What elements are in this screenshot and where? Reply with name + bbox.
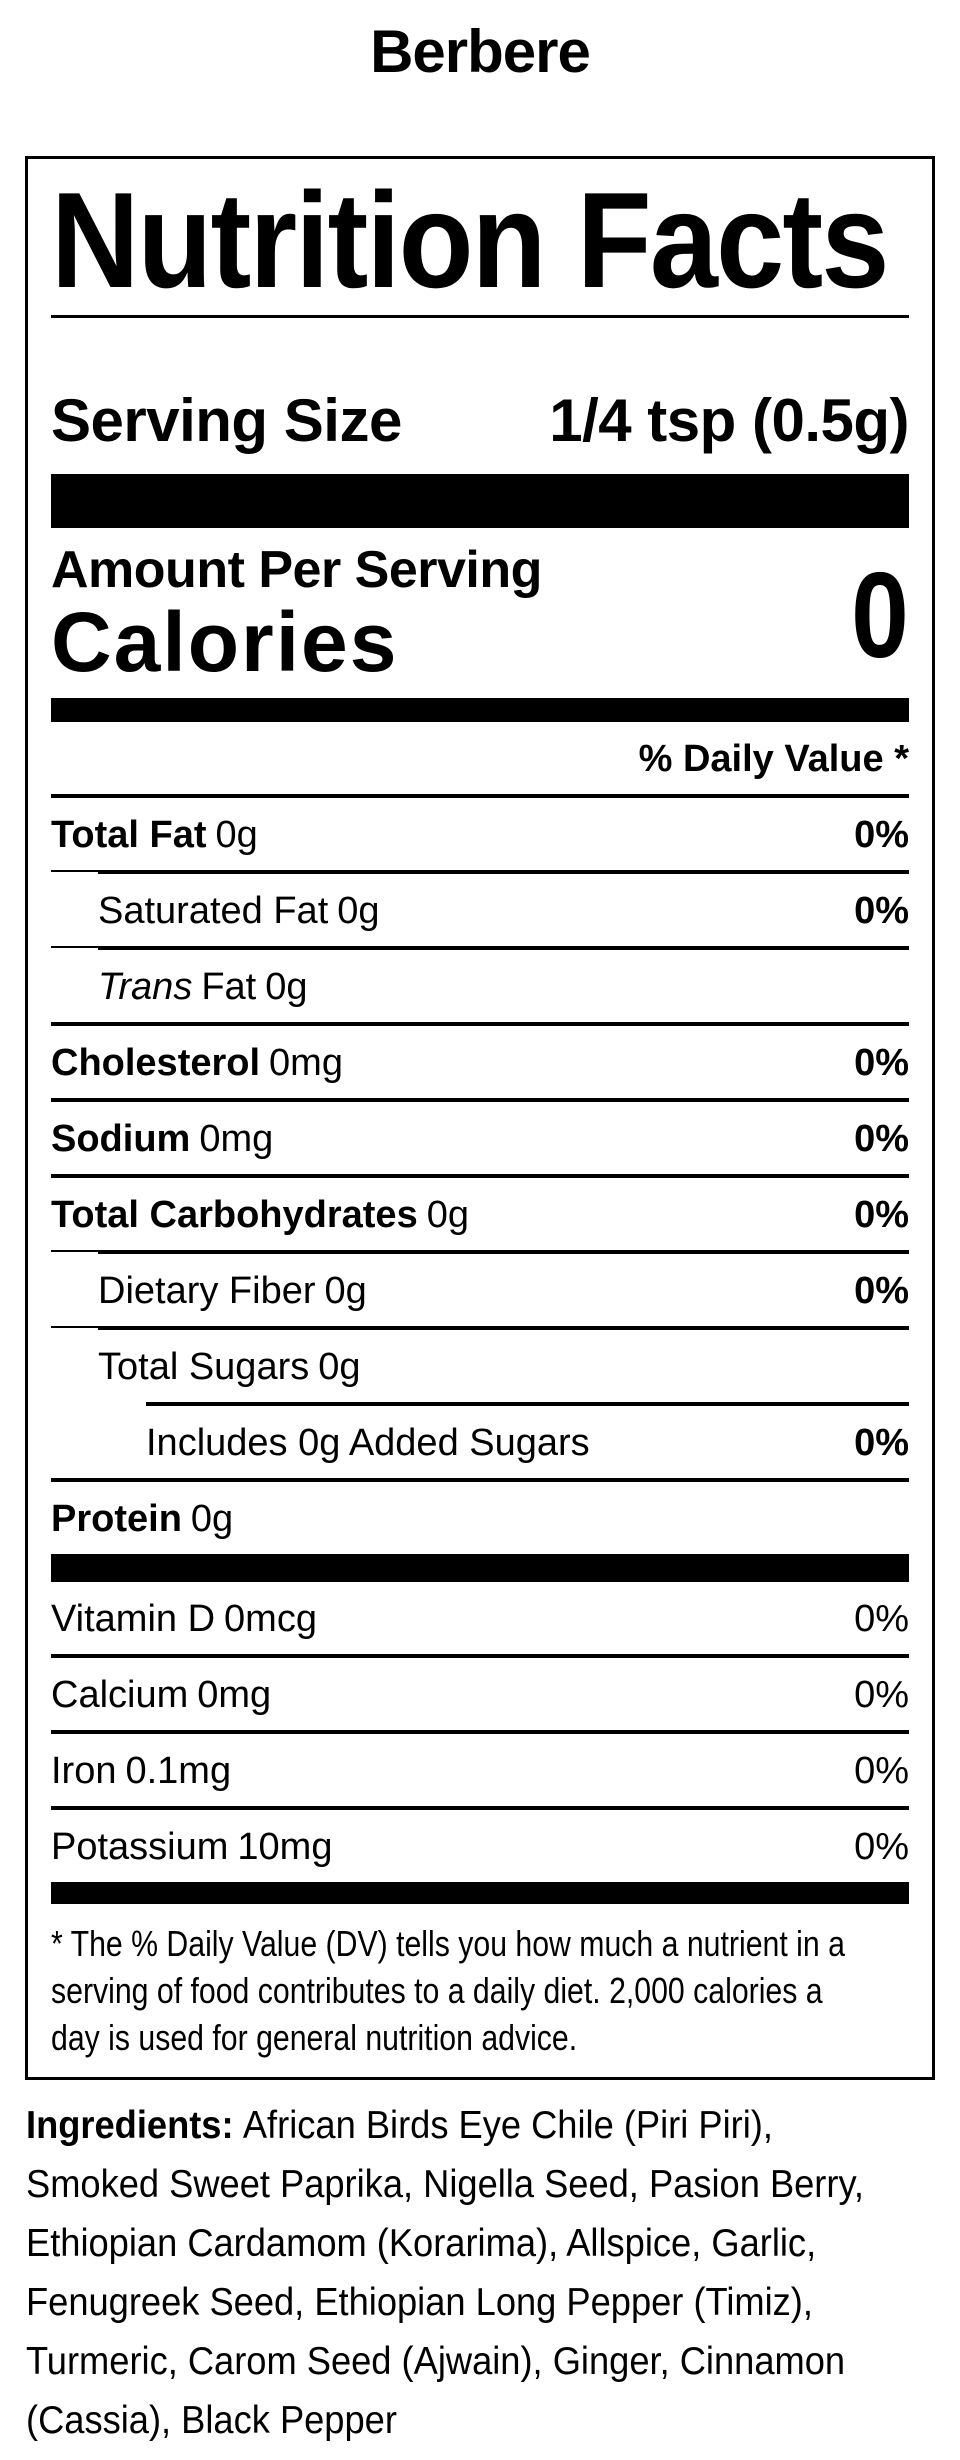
product-title: Berbere — [370, 18, 591, 85]
nutrient-name-and-amount: Total Sugars 0g — [98, 1346, 361, 1388]
divider — [51, 1174, 909, 1178]
nutrient-row-iron: Iron 0.1mg 0% — [51, 1734, 909, 1806]
nutrient-name-and-amount: Potassium 10mg — [51, 1826, 333, 1868]
nutrient-row-sodium: Sodium 0mg 0% — [51, 1102, 909, 1174]
nutrient-row-cholesterol: Cholesterol 0mg 0% — [51, 1026, 909, 1098]
footnote-line: * The % Daily Value (DV) tells you how m… — [51, 1923, 845, 1964]
daily-value: 0% — [854, 1422, 909, 1464]
divider — [51, 1098, 909, 1102]
nutrient-name-and-amount: Dietary Fiber 0g — [98, 1270, 367, 1312]
daily-value-footnote: * The % Daily Value (DV) tells you how m… — [51, 1920, 909, 2061]
thick-separator-bar-footnote — [51, 1882, 909, 1904]
daily-value-header: % Daily Value * — [638, 738, 909, 780]
divider — [51, 946, 909, 950]
nutrient-row-dietary-fiber: Dietary Fiber 0g 0% — [51, 1254, 909, 1326]
nutrient-name-and-amount: Total Carbohydrates 0g — [51, 1194, 469, 1236]
nutrient-name-and-amount: Total Fat 0g — [51, 814, 258, 856]
daily-value: 0% — [854, 1118, 909, 1160]
footnote-line: day is used for general nutrition advice… — [51, 2017, 578, 2058]
nutrient-name-and-amount: Includes 0g Added Sugars — [146, 1422, 590, 1464]
divider — [51, 1326, 909, 1330]
nutrient-row-total-sugars: Total Sugars 0g — [51, 1330, 909, 1402]
thick-separator-bar-protein — [51, 1554, 909, 1582]
ingredients-line: Ethiopian Cardamom (Korarima), Allspice,… — [26, 2222, 817, 2265]
nutrient-name-and-amount: Trans Fat 0g — [98, 966, 308, 1008]
nutrient-row-protein: Protein 0g — [51, 1482, 909, 1554]
nutrient-name-and-amount: Cholesterol 0mg — [51, 1042, 343, 1084]
serving-size-row: Serving Size 1/4 tsp (0.5g) — [51, 388, 909, 454]
divider — [51, 1022, 909, 1026]
nutrient-name-and-amount: Calcium 0mg — [51, 1674, 272, 1716]
nutrient-row-vitamin-d: Vitamin D 0mcg 0% — [51, 1582, 909, 1654]
divider — [51, 1250, 909, 1254]
nutrient-row-total-fat: Total Fat 0g 0% — [51, 798, 909, 870]
calories-section: Amount Per Serving Calories 0 — [51, 528, 909, 698]
divider — [51, 1478, 909, 1482]
daily-value: 0% — [854, 890, 909, 932]
calories-value: 0 — [851, 547, 909, 683]
divider — [51, 870, 909, 874]
amount-per-serving-label: Amount Per Serving — [51, 541, 542, 599]
nutrient-row-trans-fat: Trans Fat 0g — [51, 950, 909, 1022]
divider — [51, 1654, 909, 1658]
divider — [51, 1402, 909, 1406]
daily-value: 0% — [854, 814, 909, 856]
ingredients-label: Ingredients: — [26, 2104, 234, 2147]
daily-value: 0% — [854, 1826, 909, 1868]
ingredients-line: Turmeric, Carom Seed (Ajwain), Ginger, C… — [26, 2340, 846, 2383]
nutrient-row-added-sugars: Includes 0g Added Sugars 0% — [51, 1406, 909, 1478]
daily-value: 0% — [854, 1674, 909, 1716]
title-rule — [51, 315, 909, 318]
daily-value: 0% — [854, 1270, 909, 1312]
thick-separator-bar-top — [51, 474, 909, 528]
ingredients-line: Fenugreek Seed, Ethiopian Long Pepper (T… — [26, 2281, 813, 2324]
ingredients-line: Smoked Sweet Paprika, Nigella Seed, Pasi… — [26, 2163, 864, 2206]
nutrition-facts-box: Nutrition Facts Serving Size 1/4 tsp (0.… — [25, 156, 935, 2080]
divider — [51, 794, 909, 798]
calories-label: Calories — [51, 595, 399, 689]
daily-value: 0% — [854, 1194, 909, 1236]
nutrient-name-and-amount: Saturated Fat 0g — [98, 890, 380, 932]
ingredients-line: (Cassia), Black Pepper — [26, 2399, 397, 2442]
nutrition-facts-title: Nutrition Facts — [51, 164, 889, 316]
divider — [51, 1806, 909, 1810]
nutrient-name-and-amount: Protein 0g — [51, 1498, 234, 1540]
thick-separator-bar-calories — [51, 698, 909, 722]
serving-size-label: Serving Size — [51, 387, 402, 454]
nutrient-name-and-amount: Iron 0.1mg — [51, 1750, 232, 1792]
nutrient-row-total-carbohydrates: Total Carbohydrates 0g 0% — [51, 1178, 909, 1250]
nutrient-row-potassium: Potassium 10mg 0% — [51, 1810, 909, 1882]
nutrient-name-and-amount: Sodium 0mg — [51, 1118, 274, 1160]
nutrient-row-saturated-fat: Saturated Fat 0g 0% — [51, 874, 909, 946]
nutrient-name-and-amount: Vitamin D 0mcg — [51, 1598, 317, 1640]
daily-value: 0% — [854, 1598, 909, 1640]
nutrient-row-calcium: Calcium 0mg 0% — [51, 1658, 909, 1730]
footnote-line: serving of food contributes to a daily d… — [51, 1970, 823, 2011]
ingredients-line: Ingredients: African Birds Eye Chile (Pir… — [26, 2104, 773, 2147]
daily-value: 0% — [854, 1750, 909, 1792]
daily-value: 0% — [854, 1042, 909, 1084]
serving-size-value: 1/4 tsp (0.5g) — [549, 387, 909, 454]
divider — [51, 1730, 909, 1734]
ingredients-section: Ingredients: African Birds Eye Chile (Pir… — [26, 2096, 960, 2450]
